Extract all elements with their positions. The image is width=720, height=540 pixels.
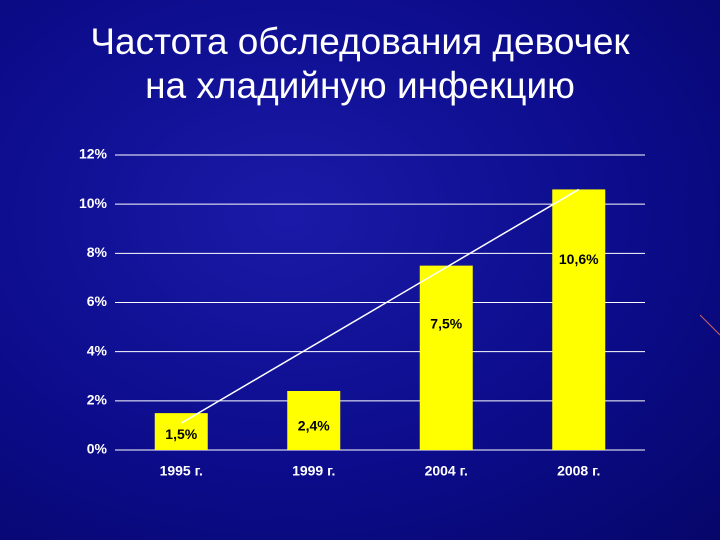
y-tick-label: 6% (87, 293, 108, 309)
x-tick-label: 2004 г. (425, 463, 468, 479)
bar (419, 265, 473, 450)
bar (154, 413, 208, 450)
y-tick-label: 12% (79, 146, 108, 162)
trend-line (180, 188, 580, 424)
y-tick-label: 10% (79, 195, 108, 211)
bar (552, 189, 606, 450)
value-label: 2,4% (298, 418, 330, 434)
y-tick-label: 8% (87, 244, 108, 260)
decoration (699, 314, 720, 336)
x-tick-label: 2008 г. (557, 463, 600, 479)
y-tick-label: 0% (87, 441, 108, 457)
value-label: 7,5% (430, 315, 462, 331)
bar (287, 391, 341, 450)
y-tick-label: 4% (87, 342, 108, 358)
value-label: 1,5% (165, 426, 197, 442)
value-label: 10,6% (559, 251, 599, 267)
y-tick-label: 2% (87, 392, 108, 408)
x-tick-label: 1999 г. (292, 463, 335, 479)
chart-title: Частота обследования девочек на хладийну… (90, 21, 630, 106)
x-tick-label: 1995 г. (160, 463, 203, 479)
